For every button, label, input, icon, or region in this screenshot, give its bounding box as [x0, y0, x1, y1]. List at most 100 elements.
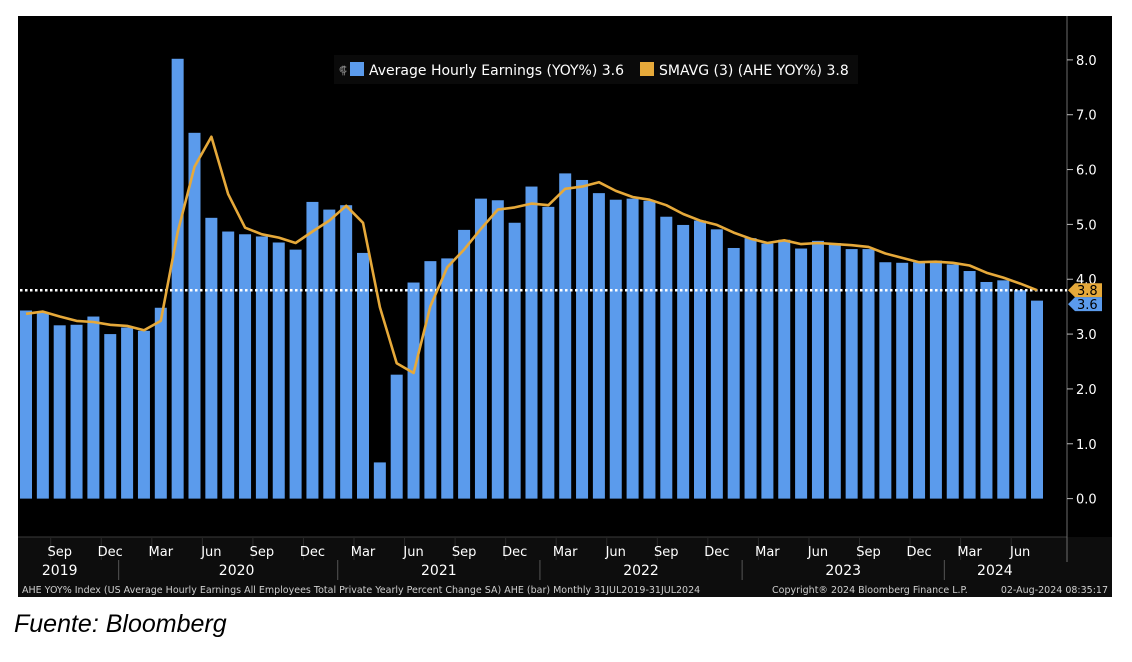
bar-34 — [592, 193, 605, 499]
legend-marker-icon: ⸿ — [339, 64, 347, 77]
bar-55 — [946, 264, 959, 499]
bar-44 — [761, 243, 774, 499]
bar-9 — [171, 58, 184, 499]
last-value-tag-bar: 3.6 — [1068, 297, 1102, 313]
chart: 0.01.02.03.04.05.06.07.08.03.83.6⸿ Averag… — [18, 16, 1112, 597]
y-tick-label-7: 7.0 — [1076, 109, 1097, 124]
bar-26 — [458, 229, 471, 499]
bar-39 — [677, 224, 690, 499]
bar-2 — [53, 325, 66, 499]
bar-22 — [390, 374, 403, 499]
x-month-label-15: Jun — [807, 545, 828, 560]
bar-35 — [609, 199, 622, 499]
bar-10 — [188, 132, 201, 499]
x-axis-band — [18, 537, 1112, 597]
legend-swatch-bar — [350, 62, 364, 76]
last-value-tag-bar-text: 3.6 — [1077, 298, 1098, 313]
x-month-label-11: Jun — [605, 545, 626, 560]
legend-label-line: SMAVG (3) (AHE YOY%) 3.8 — [659, 63, 849, 79]
bar-17 — [306, 201, 319, 499]
x-year-label-3: 2022 — [623, 563, 659, 579]
bar-18 — [323, 209, 336, 499]
bar-20 — [357, 252, 369, 499]
bar-38 — [660, 216, 673, 499]
y-tick-label-3: 3.0 — [1076, 328, 1097, 343]
bar-15 — [272, 242, 285, 499]
x-year-label-0: 2019 — [42, 563, 78, 579]
bar-1 — [36, 312, 49, 499]
bar-49 — [845, 249, 858, 499]
x-month-label-7: Jun — [402, 545, 423, 560]
bar-32 — [559, 173, 572, 499]
x-month-label-19: Jun — [1009, 545, 1030, 560]
bar-29 — [508, 222, 521, 499]
last-value-tag-line: 3.8 — [1068, 283, 1102, 299]
bar-59 — [1014, 290, 1027, 499]
x-month-label-13: Dec — [704, 545, 729, 560]
bar-53 — [913, 262, 926, 499]
x-month-label-12: Sep — [654, 545, 679, 560]
x-month-label-0: Sep — [47, 545, 72, 560]
x-month-label-8: Sep — [452, 545, 477, 560]
bar-8 — [154, 307, 167, 499]
x-year-label-1: 2020 — [219, 563, 255, 579]
moving-average-line — [25, 135, 1038, 375]
bar-42 — [727, 247, 740, 499]
bar-47 — [811, 240, 824, 499]
x-month-label-18: Mar — [957, 545, 982, 560]
bar-31 — [542, 206, 555, 499]
legend-box — [334, 55, 858, 84]
bar-30 — [525, 186, 538, 499]
bar-57 — [980, 281, 993, 499]
bar-28 — [491, 200, 504, 499]
last-value-tag-line-text: 3.8 — [1077, 284, 1098, 299]
bar-5 — [104, 334, 117, 499]
x-month-label-17: Dec — [906, 545, 931, 560]
x-month-label-14: Mar — [755, 545, 780, 560]
bar-12 — [222, 231, 235, 499]
last-value-tag-bar-shape — [1068, 297, 1102, 312]
bar-60 — [1031, 300, 1043, 499]
x-month-label-6: Mar — [351, 545, 376, 560]
y-tick-label-2: 2.0 — [1076, 383, 1097, 398]
bar-54 — [929, 260, 942, 499]
x-month-label-10: Mar — [553, 545, 578, 560]
bar-41 — [710, 229, 723, 499]
bar-48 — [828, 243, 841, 499]
footer-timestamp: 02-Aug-2024 08:35:17 — [1001, 585, 1108, 596]
x-month-label-5: Dec — [300, 545, 325, 560]
y-tick-label-6: 6.0 — [1076, 164, 1097, 179]
bar-36 — [626, 198, 639, 499]
x-year-label-4: 2023 — [825, 563, 861, 579]
bar-45 — [778, 239, 791, 499]
bar-0 — [20, 310, 32, 499]
bar-27 — [474, 198, 487, 499]
legend-swatch-line — [640, 62, 654, 76]
source-caption: Fuente: Bloomberg — [14, 610, 227, 638]
y-tick-label-8: 8.0 — [1076, 54, 1097, 69]
legend-label-bar: Average Hourly Earnings (YOY%) 3.6 — [369, 63, 624, 79]
bar-16 — [289, 249, 302, 499]
bar-11 — [205, 217, 218, 499]
bar-25 — [441, 258, 454, 499]
bar-6 — [121, 327, 134, 499]
bar-4 — [87, 316, 100, 499]
bar-37 — [643, 200, 656, 499]
bar-50 — [862, 249, 875, 499]
bar-3 — [70, 324, 83, 499]
bar-58 — [997, 280, 1010, 499]
footer-description: AHE YOY% Index (US Average Hourly Earnin… — [22, 585, 700, 596]
bar-52 — [896, 262, 909, 499]
footer-copyright: Copyright® 2024 Bloomberg Finance L.P. — [772, 585, 968, 596]
bar-23 — [407, 282, 420, 499]
x-month-label-2: Mar — [149, 545, 174, 560]
bar-43 — [744, 238, 757, 499]
bar-51 — [879, 262, 892, 499]
bar-19 — [340, 205, 353, 499]
y-tick-label-0: 0.0 — [1076, 493, 1097, 508]
x-month-label-16: Sep — [856, 545, 881, 560]
x-month-label-9: Dec — [502, 545, 527, 560]
x-month-label-1: Dec — [98, 545, 123, 560]
x-year-label-2: 2021 — [421, 563, 457, 579]
x-year-label-5: 2024 — [977, 563, 1013, 579]
